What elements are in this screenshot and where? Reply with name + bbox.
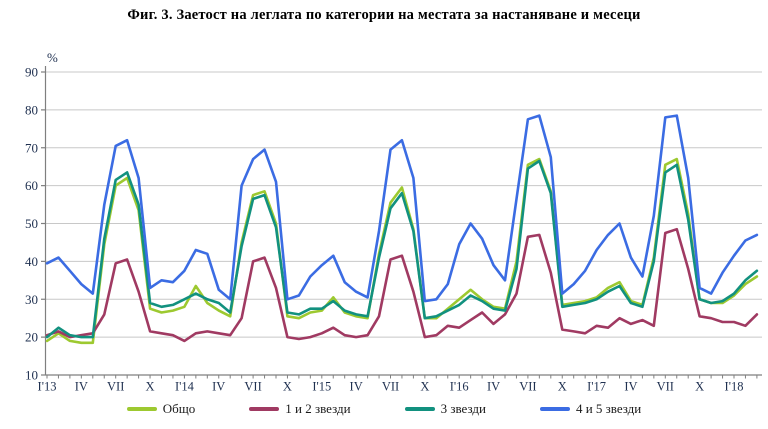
y-tick-label-90: 90 — [25, 65, 38, 80]
y-tick-label-10: 10 — [25, 368, 38, 383]
legend-item-4: 4 и 5 звезди — [539, 401, 642, 417]
x-tick-label-X: X — [420, 380, 429, 394]
x-tick-label-I'13: I'13 — [38, 380, 57, 394]
legend-item-3: 3 звезди — [404, 401, 486, 417]
chart-title: Фиг. 3. Заетост на леглата по категории … — [127, 7, 641, 23]
x-tick-label-IV: IV — [624, 380, 637, 394]
y-tick-label-30: 30 — [25, 292, 38, 307]
legend-swatch-2 — [249, 407, 280, 411]
y-tick-label-60: 60 — [25, 178, 38, 193]
legend-swatch-3 — [404, 407, 435, 411]
x-tick-label-X: X — [283, 380, 292, 394]
series-line-1 — [45, 157, 759, 345]
x-tick-label-VII: VII — [382, 380, 399, 394]
x-tick-label-I'17: I'17 — [587, 380, 606, 394]
legend-label-3: 3 звезди — [440, 401, 486, 416]
x-tick-label-X: X — [146, 380, 155, 394]
x-tick-label-X: X — [695, 380, 704, 394]
x-tick-label-VII: VII — [107, 380, 124, 394]
series-line-4 — [45, 114, 759, 303]
x-tick-label-VII: VII — [519, 380, 536, 394]
y-tick-label-20: 20 — [25, 330, 38, 345]
y-tick-label-50: 50 — [25, 216, 38, 231]
x-tick-label-X: X — [558, 380, 567, 394]
x-tick-label-I'18: I'18 — [725, 380, 744, 394]
y-tick-label-70: 70 — [25, 140, 38, 155]
x-tick-label-IV: IV — [212, 380, 225, 394]
y-tick-label-40: 40 — [25, 254, 38, 269]
x-tick-label-IV: IV — [350, 380, 363, 394]
x-tick-label-IV: IV — [75, 380, 88, 394]
x-tick-label-VII: VII — [657, 380, 674, 394]
x-tick-label-I'14: I'14 — [175, 380, 195, 394]
chart-legend: Общо 1 и 2 звезди 3 звезди 4 и 5 звезди — [0, 401, 768, 417]
y-axis-unit-label: % — [47, 50, 58, 65]
x-tick-label-VII: VII — [244, 380, 261, 394]
x-tick-label-IV: IV — [487, 380, 500, 394]
legend-label-2: 1 и 2 звезди — [285, 401, 351, 416]
x-tick-label-I'15: I'15 — [312, 380, 331, 394]
series-line-3 — [45, 159, 759, 339]
series-line-2 — [45, 227, 759, 343]
legend-item-2: 1 и 2 звезди — [249, 401, 351, 417]
legend-swatch-4 — [539, 407, 570, 411]
legend-label-4: 4 и 5 звезди — [575, 401, 642, 416]
legend-swatch-1 — [126, 407, 157, 411]
x-tick-label-I'16: I'16 — [450, 380, 469, 394]
y-tick-label-80: 80 — [25, 102, 38, 117]
legend-label-1: Общо — [162, 401, 196, 416]
legend-item-1: Общо — [126, 401, 196, 417]
